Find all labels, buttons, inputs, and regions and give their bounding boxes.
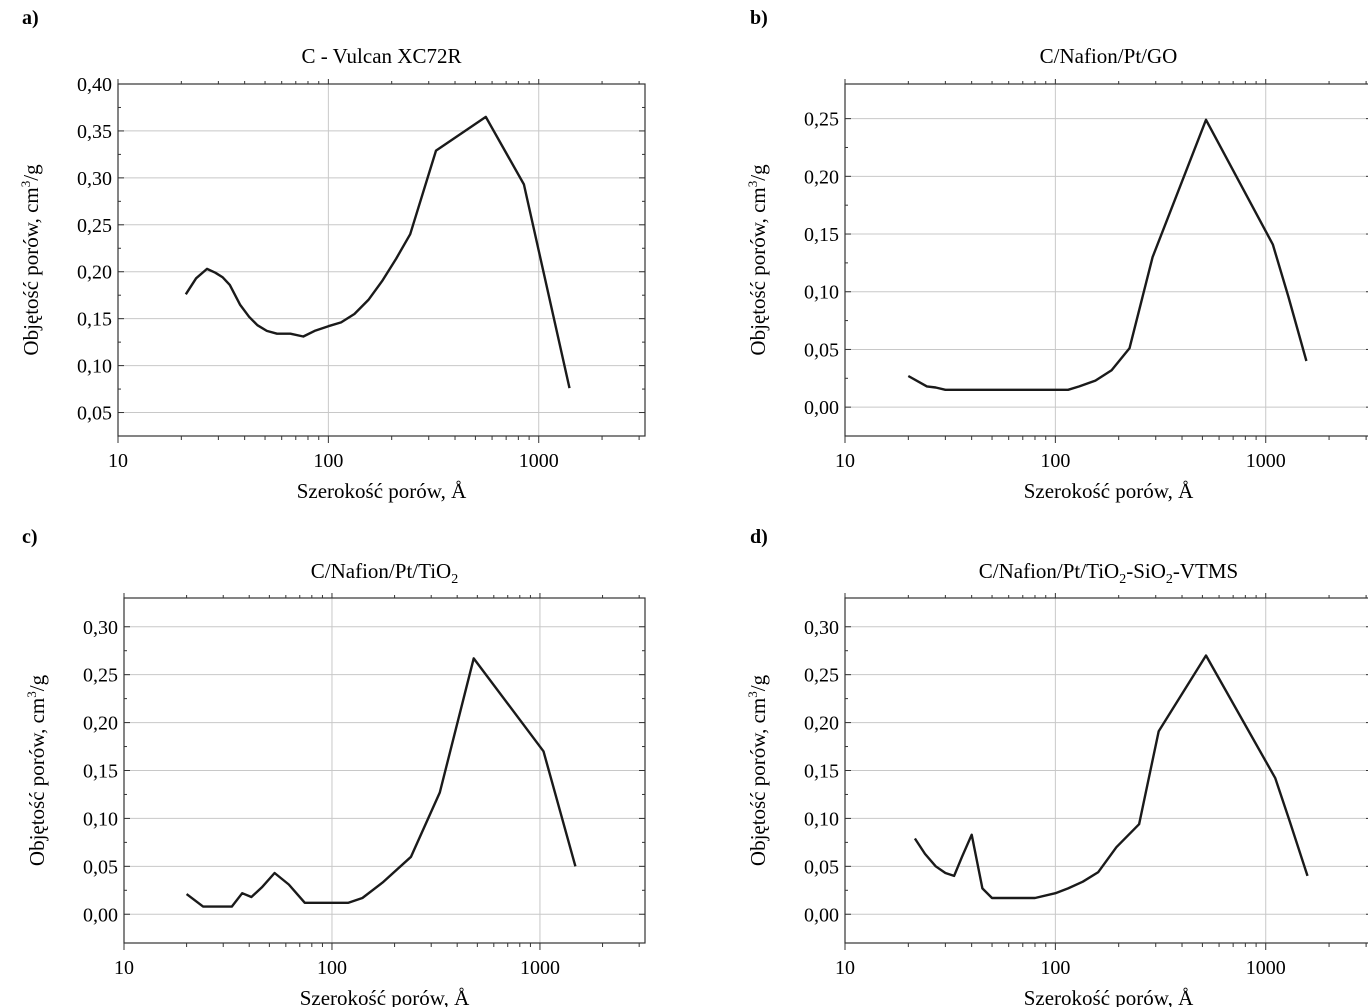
y-tick-label: 0,10	[804, 282, 839, 304]
y-tick-label: 0,30	[83, 617, 118, 639]
y-title-superscript: 3	[24, 691, 39, 698]
x-tick-label: 10	[835, 957, 855, 979]
title-tail: -SiO	[1126, 559, 1166, 583]
y-title-main: Objętość porów, cm	[25, 698, 49, 866]
y-axis-title: Objętość porów, cm3/g	[745, 164, 770, 356]
y-tick-label: 0,05	[804, 856, 839, 878]
y-tick-label: 0,20	[77, 262, 112, 284]
data-series-line	[913, 654, 1309, 900]
data-series-line	[184, 115, 571, 389]
y-tick-label: 0,00	[804, 397, 839, 419]
x-tick-label: 10	[108, 450, 128, 472]
chart-title: C/Nafion/Pt/TiO2-SiO2-VTMS	[979, 559, 1238, 587]
chart-panel-c: c) C/Nafion/Pt/TiO2 0,00 0,05 0,10 0,15 0,20 0,…	[22, 526, 646, 1007]
y-title-main: Objętość porów, cm	[746, 698, 770, 866]
y-tick-label: 0,05	[804, 339, 839, 361]
chart-title: C - Vulcan XC72R	[302, 44, 462, 68]
y-tick-label: 0,00	[804, 904, 839, 926]
x-axis-title: Szerokość porów, Å	[297, 479, 467, 503]
x-tick-label: 100	[317, 957, 347, 979]
x-tick-label: 1000	[1246, 957, 1286, 979]
y-title-tail: /g	[19, 164, 43, 181]
panel-letter: a)	[22, 7, 39, 29]
y-axis-title: Objętość porów, cm3/g	[24, 674, 49, 866]
y-tick-label: 0,25	[804, 109, 839, 131]
x-tick-label: 100	[1040, 957, 1070, 979]
y-tick-label: 0,05	[77, 403, 112, 425]
y-tick-label: 0,10	[83, 808, 118, 830]
x-tick-label: 1000	[1246, 450, 1286, 472]
y-tick-label: 0,15	[83, 761, 118, 783]
x-tick-label: 100	[1040, 450, 1070, 472]
x-axis-title: Szerokość porów, Å	[300, 986, 470, 1007]
y-tick-label: 0,20	[804, 713, 839, 735]
y-tick-label: 0,00	[83, 904, 118, 926]
data-series-line	[907, 118, 1308, 391]
x-tick-label: 10	[835, 450, 855, 472]
y-title-main: Objętość porów, cm	[746, 187, 770, 355]
panel-letter: c)	[22, 526, 38, 548]
y-title-tail: /g	[746, 674, 770, 691]
y-tick-label: 0,10	[77, 356, 112, 378]
x-tick-label: 1000	[519, 450, 559, 472]
title-main: C - Vulcan XC72R	[302, 44, 462, 68]
plot-frame	[123, 597, 646, 944]
y-title-superscript: 3	[745, 691, 760, 698]
title-subscript: 2	[451, 572, 458, 587]
x-axis-title: Szerokość porów, Å	[1024, 986, 1194, 1007]
x-axis-title: Szerokość porów, Å	[1024, 479, 1194, 503]
x-tick-label: 10	[114, 957, 134, 979]
chart-title: C/Nafion/Pt/TiO2	[311, 559, 458, 587]
y-title-tail: /g	[25, 674, 49, 691]
y-tick-label: 0,25	[83, 665, 118, 687]
y-tick-label: 0,30	[77, 168, 112, 190]
y-title-tail: /g	[746, 164, 770, 181]
y-tick-label: 0,05	[83, 856, 118, 878]
y-tick-label: 0,15	[804, 224, 839, 246]
title-main: C/Nafion/Pt/TiO	[979, 559, 1119, 583]
plot-frame	[844, 597, 1368, 944]
chart-panel-a: a) C - Vulcan XC72R 0,05 0,10 0,15 0,20 0,25 0,…	[18, 7, 646, 503]
x-tick-label: 100	[313, 450, 343, 472]
y-tick-label: 0,10	[804, 808, 839, 830]
y-tick-label: 0,20	[804, 166, 839, 188]
chart-panel-b: b) C/Nafion/Pt/GO 0,00 0,05 0,10 0,15 0,20 0,25…	[745, 7, 1368, 503]
y-tick-label: 0,15	[804, 761, 839, 783]
title-subscript: 2	[1119, 572, 1126, 587]
chart-panel-d: d)C/Nafion/Pt/TiO2-SiO2-VTMS0,000,050,10…	[745, 526, 1368, 1007]
title-main: C/Nafion/Pt/GO	[1040, 44, 1178, 68]
chart-title: C/Nafion/Pt/GO	[1040, 44, 1178, 68]
plot-frame	[844, 83, 1368, 437]
title-tail: -VTMS	[1173, 559, 1238, 583]
y-tick-label: 0,20	[83, 713, 118, 735]
y-tick-label: 0,30	[804, 617, 839, 639]
panel-letter: b)	[750, 7, 768, 29]
plot-frame	[117, 83, 646, 437]
y-tick-label: 0,40	[77, 74, 112, 96]
y-tick-label: 0,15	[77, 309, 112, 331]
y-axis-title: Objętość porów, cm3/g	[745, 674, 770, 866]
x-tick-label: 1000	[520, 957, 560, 979]
y-tick-label: 0,25	[804, 665, 839, 687]
y-title-main: Objętość porów, cm	[19, 187, 43, 355]
y-axis-title: Objętość porów, cm3/g	[18, 164, 43, 356]
y-tick-label: 0,25	[77, 215, 112, 237]
data-series-line	[185, 657, 577, 908]
panel-letter: d)	[750, 526, 768, 548]
y-tick-label: 0,35	[77, 121, 112, 143]
title-subscript: 2	[1166, 572, 1173, 587]
title-main: C/Nafion/Pt/TiO	[311, 559, 451, 583]
y-title-superscript: 3	[745, 181, 760, 188]
y-title-superscript: 3	[18, 181, 33, 188]
